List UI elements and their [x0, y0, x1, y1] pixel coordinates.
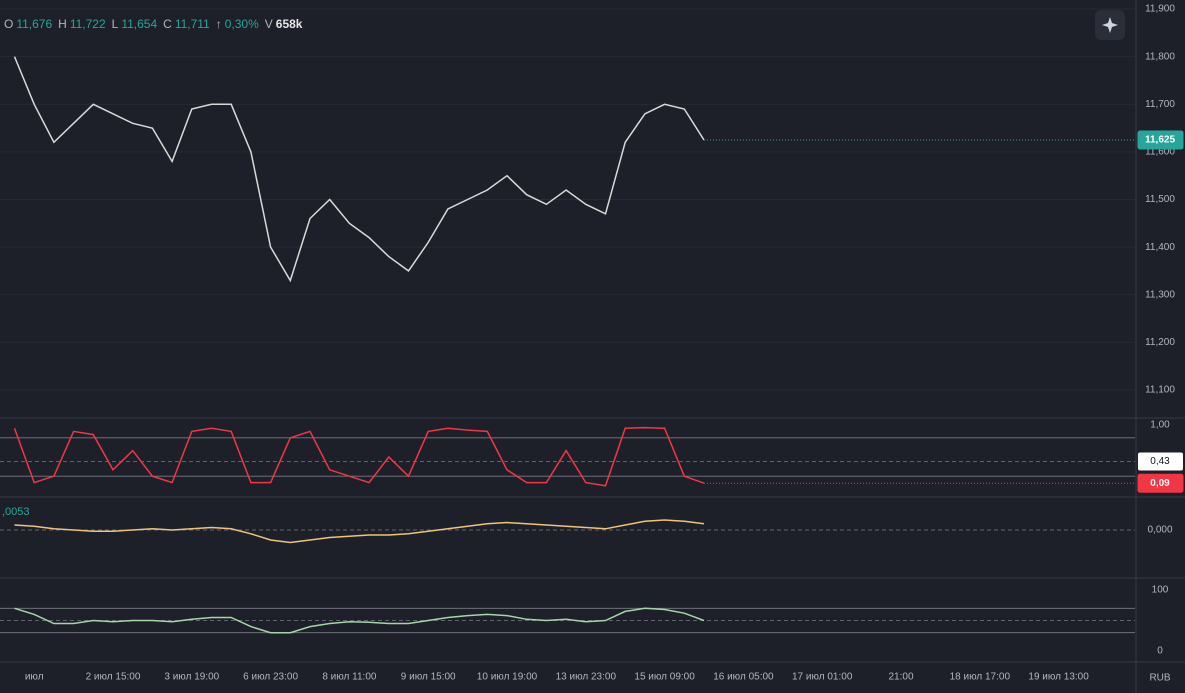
x-tick-label: 19 июл 13:00 — [1028, 672, 1089, 683]
last-value-label: 11,625 — [1145, 135, 1175, 146]
ohlc-key: H — [58, 17, 67, 31]
y-tick-label: 11,200 — [1145, 337, 1175, 348]
ohlc-value: 658k — [275, 17, 303, 31]
y-tick-label: 11,400 — [1145, 242, 1175, 253]
x-tick-label: 21:00 — [888, 672, 913, 683]
x-tick-label: 15 июл 09:00 — [634, 672, 695, 683]
x-tick-label: 2 июл 15:00 — [86, 672, 141, 683]
y-tick-label: 11,100 — [1145, 385, 1175, 396]
x-tick-label: июл — [25, 672, 44, 683]
ohlc-value: 11,676 — [16, 17, 53, 31]
series-line — [13, 56, 705, 283]
x-tick-label: 3 июл 19:00 — [164, 672, 219, 683]
y-tick-label: 0 — [1157, 646, 1163, 657]
y-tick-label: 0,000 — [1147, 525, 1172, 536]
y-tick-label: 11,500 — [1145, 194, 1175, 205]
ohlc-key: C — [163, 17, 172, 31]
y-tick-label: 11,700 — [1145, 99, 1175, 110]
y-tick-label: 11,300 — [1145, 289, 1175, 300]
ohlc-key: O — [4, 17, 14, 31]
y-tick-label: 11,800 — [1145, 51, 1175, 62]
x-tick-label: 10 июл 19:00 — [477, 672, 538, 683]
currency-label: RUB — [1149, 673, 1170, 684]
ai-icon[interactable] — [1102, 17, 1118, 33]
x-tick-label: 13 июл 23:00 — [556, 672, 617, 683]
x-tick-label: 17 июл 01:00 — [792, 672, 853, 683]
series-line — [14, 607, 705, 634]
level-label: 0,43 — [1150, 456, 1170, 467]
pane-value-label: ,0053 — [2, 506, 30, 518]
ohlc-value: 11,654 — [121, 17, 158, 31]
ohlc-value: 11,711 — [174, 17, 210, 31]
last-value-label: 0,09 — [1150, 478, 1170, 489]
series-line — [14, 519, 705, 544]
y-tick-label: 11,900 — [1145, 4, 1175, 15]
ohlc-value: 0,30% — [224, 17, 259, 31]
x-tick-label: 9 июл 15:00 — [401, 672, 456, 683]
y-tick-label: 11,600 — [1145, 147, 1175, 158]
ai-button[interactable] — [1095, 10, 1125, 40]
ohlc-key: V — [264, 17, 273, 31]
y-tick-label: 100 — [1152, 585, 1169, 596]
ohlc-key: ↑ — [215, 17, 222, 31]
last-value-box — [1137, 130, 1184, 150]
x-tick-label: 6 июл 23:00 — [243, 672, 298, 683]
level-label-box — [1138, 452, 1183, 471]
x-tick-label: 18 июл 17:00 — [950, 672, 1011, 683]
x-tick-label: 8 июл 11:00 — [322, 672, 377, 683]
ohlc-key: L — [111, 17, 119, 31]
last-value-box — [1137, 473, 1184, 493]
ohlc-value: 11,722 — [69, 17, 106, 31]
x-tick-label: 16 июл 05:00 — [713, 672, 774, 683]
series-line — [13, 426, 705, 487]
ohlc-header: O 11,676 H 11,722 L 11,654 C 11,711 ↑ 0,30% V 658k — [4, 17, 308, 31]
y-tick-label: 1,00 — [1150, 420, 1170, 431]
